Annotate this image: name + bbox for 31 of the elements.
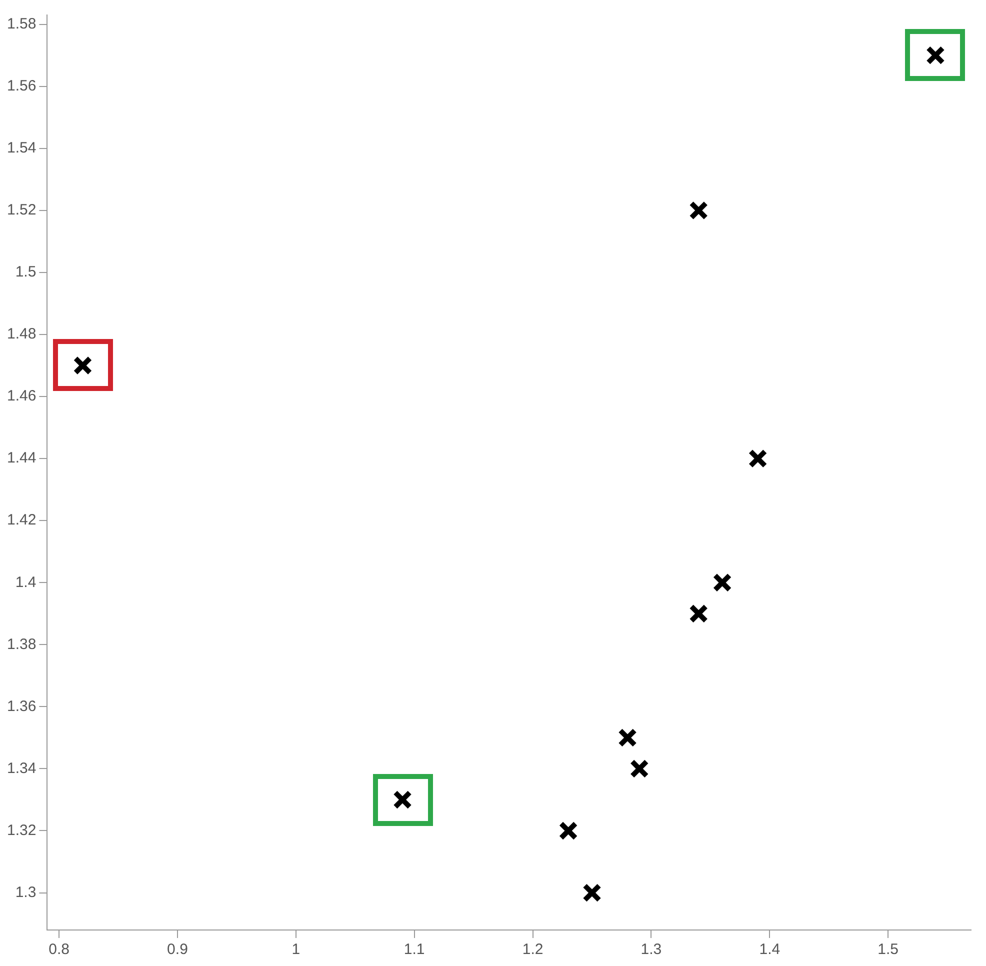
y-tick-label: 1.44 (6, 450, 36, 467)
y-tick-label: 1.54 (6, 140, 36, 157)
y-tick-label: 1.52 (6, 202, 36, 219)
y-tick-label: 1.38 (6, 636, 36, 653)
y-tick-label: 1.42 (6, 512, 36, 529)
x-tick-label: 1.2 (522, 941, 544, 958)
y-tick-label: 1.48 (6, 326, 36, 343)
point (558, 821, 578, 840)
x-tick-label: 1 (292, 941, 300, 958)
point (689, 200, 708, 220)
point (748, 448, 768, 468)
y-tick-label: 1.4 (15, 574, 36, 591)
y-tick-label: 1.46 (6, 388, 36, 405)
point (630, 759, 649, 778)
y-tick-label: 1.5 (15, 264, 36, 281)
y-tick-label: 1.3 (15, 884, 36, 901)
x-tick-label: 1.1 (404, 941, 425, 958)
y-tick-label: 1.36 (6, 698, 36, 715)
y-tick-label: 1.34 (6, 760, 36, 777)
x-tick-label: 1.3 (640, 941, 662, 958)
x-tick-label: 0.9 (167, 941, 188, 958)
x-tick-label: 0.8 (48, 941, 70, 958)
y-tick-label: 1.56 (6, 77, 36, 94)
point (712, 573, 732, 592)
x-tick-label: 1.4 (759, 941, 780, 958)
point (582, 883, 602, 902)
point (618, 728, 638, 748)
y-tick-label: 1.58 (6, 15, 36, 32)
x-tick-label: 1.5 (878, 941, 899, 958)
y-tick-label: 1.32 (6, 822, 36, 839)
point (689, 604, 708, 624)
